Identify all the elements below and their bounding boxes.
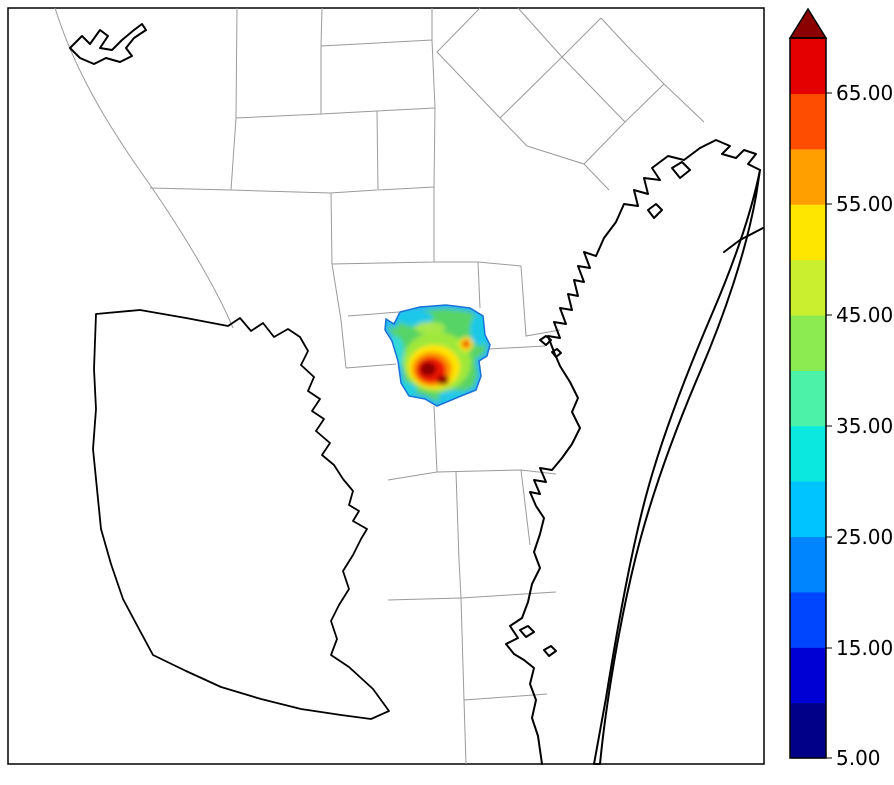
colorbar-tick-label: 65.00 <box>836 81 893 105</box>
heatmap-fields <box>385 305 490 406</box>
colorbar-tick-label: 5.00 <box>836 746 881 770</box>
colorbar-segment <box>790 93 826 150</box>
colorbar-segment <box>790 148 826 205</box>
colorbar-segment <box>790 314 826 371</box>
map-panel <box>7 7 765 765</box>
colorbar-segment <box>790 259 826 316</box>
reservoir <box>69 23 147 65</box>
colorbar-segment <box>790 425 826 482</box>
dark-red-core <box>420 362 436 376</box>
colorbar-segment <box>790 481 826 538</box>
green-zone <box>415 322 445 334</box>
colorbar-tick-label: 25.00 <box>836 525 893 549</box>
county-boundaries <box>54 7 705 765</box>
colorbar-segment <box>790 536 826 593</box>
colorbar-ticks: 65.00 55.00 45.00 35.00 25.00 15.00 5.00 <box>826 81 893 770</box>
colorbar-tick-label: 55.00 <box>836 192 893 216</box>
colorbar-segment <box>790 204 826 261</box>
map-border <box>7 7 765 765</box>
secondary-spot-red <box>463 341 469 347</box>
colorbar-tick-label: 35.00 <box>836 414 893 438</box>
colorbar-tick-label: 15.00 <box>836 636 893 660</box>
colorbar-outline <box>789 37 827 759</box>
colorbar-over-arrow <box>788 7 828 39</box>
barrier-island <box>593 169 761 765</box>
colorbar-segment <box>790 591 826 648</box>
dark-red-core-2 <box>437 375 449 385</box>
region-boundary <box>92 309 390 720</box>
coastline <box>505 147 701 765</box>
colorbar: 65.00 55.00 45.00 35.00 25.00 15.00 5.00 <box>788 7 893 770</box>
colorbar-segment <box>790 702 826 759</box>
cyan-zone <box>397 310 433 326</box>
colorbar-segment <box>790 370 826 427</box>
heatmap-patch-outline <box>384 304 491 407</box>
colorbar-tick-label: 45.00 <box>836 303 893 327</box>
heatmap-patch <box>385 305 490 406</box>
colorbar-segment <box>790 38 826 94</box>
colorbar-segment <box>790 647 826 704</box>
colorbar-segments <box>790 38 826 759</box>
